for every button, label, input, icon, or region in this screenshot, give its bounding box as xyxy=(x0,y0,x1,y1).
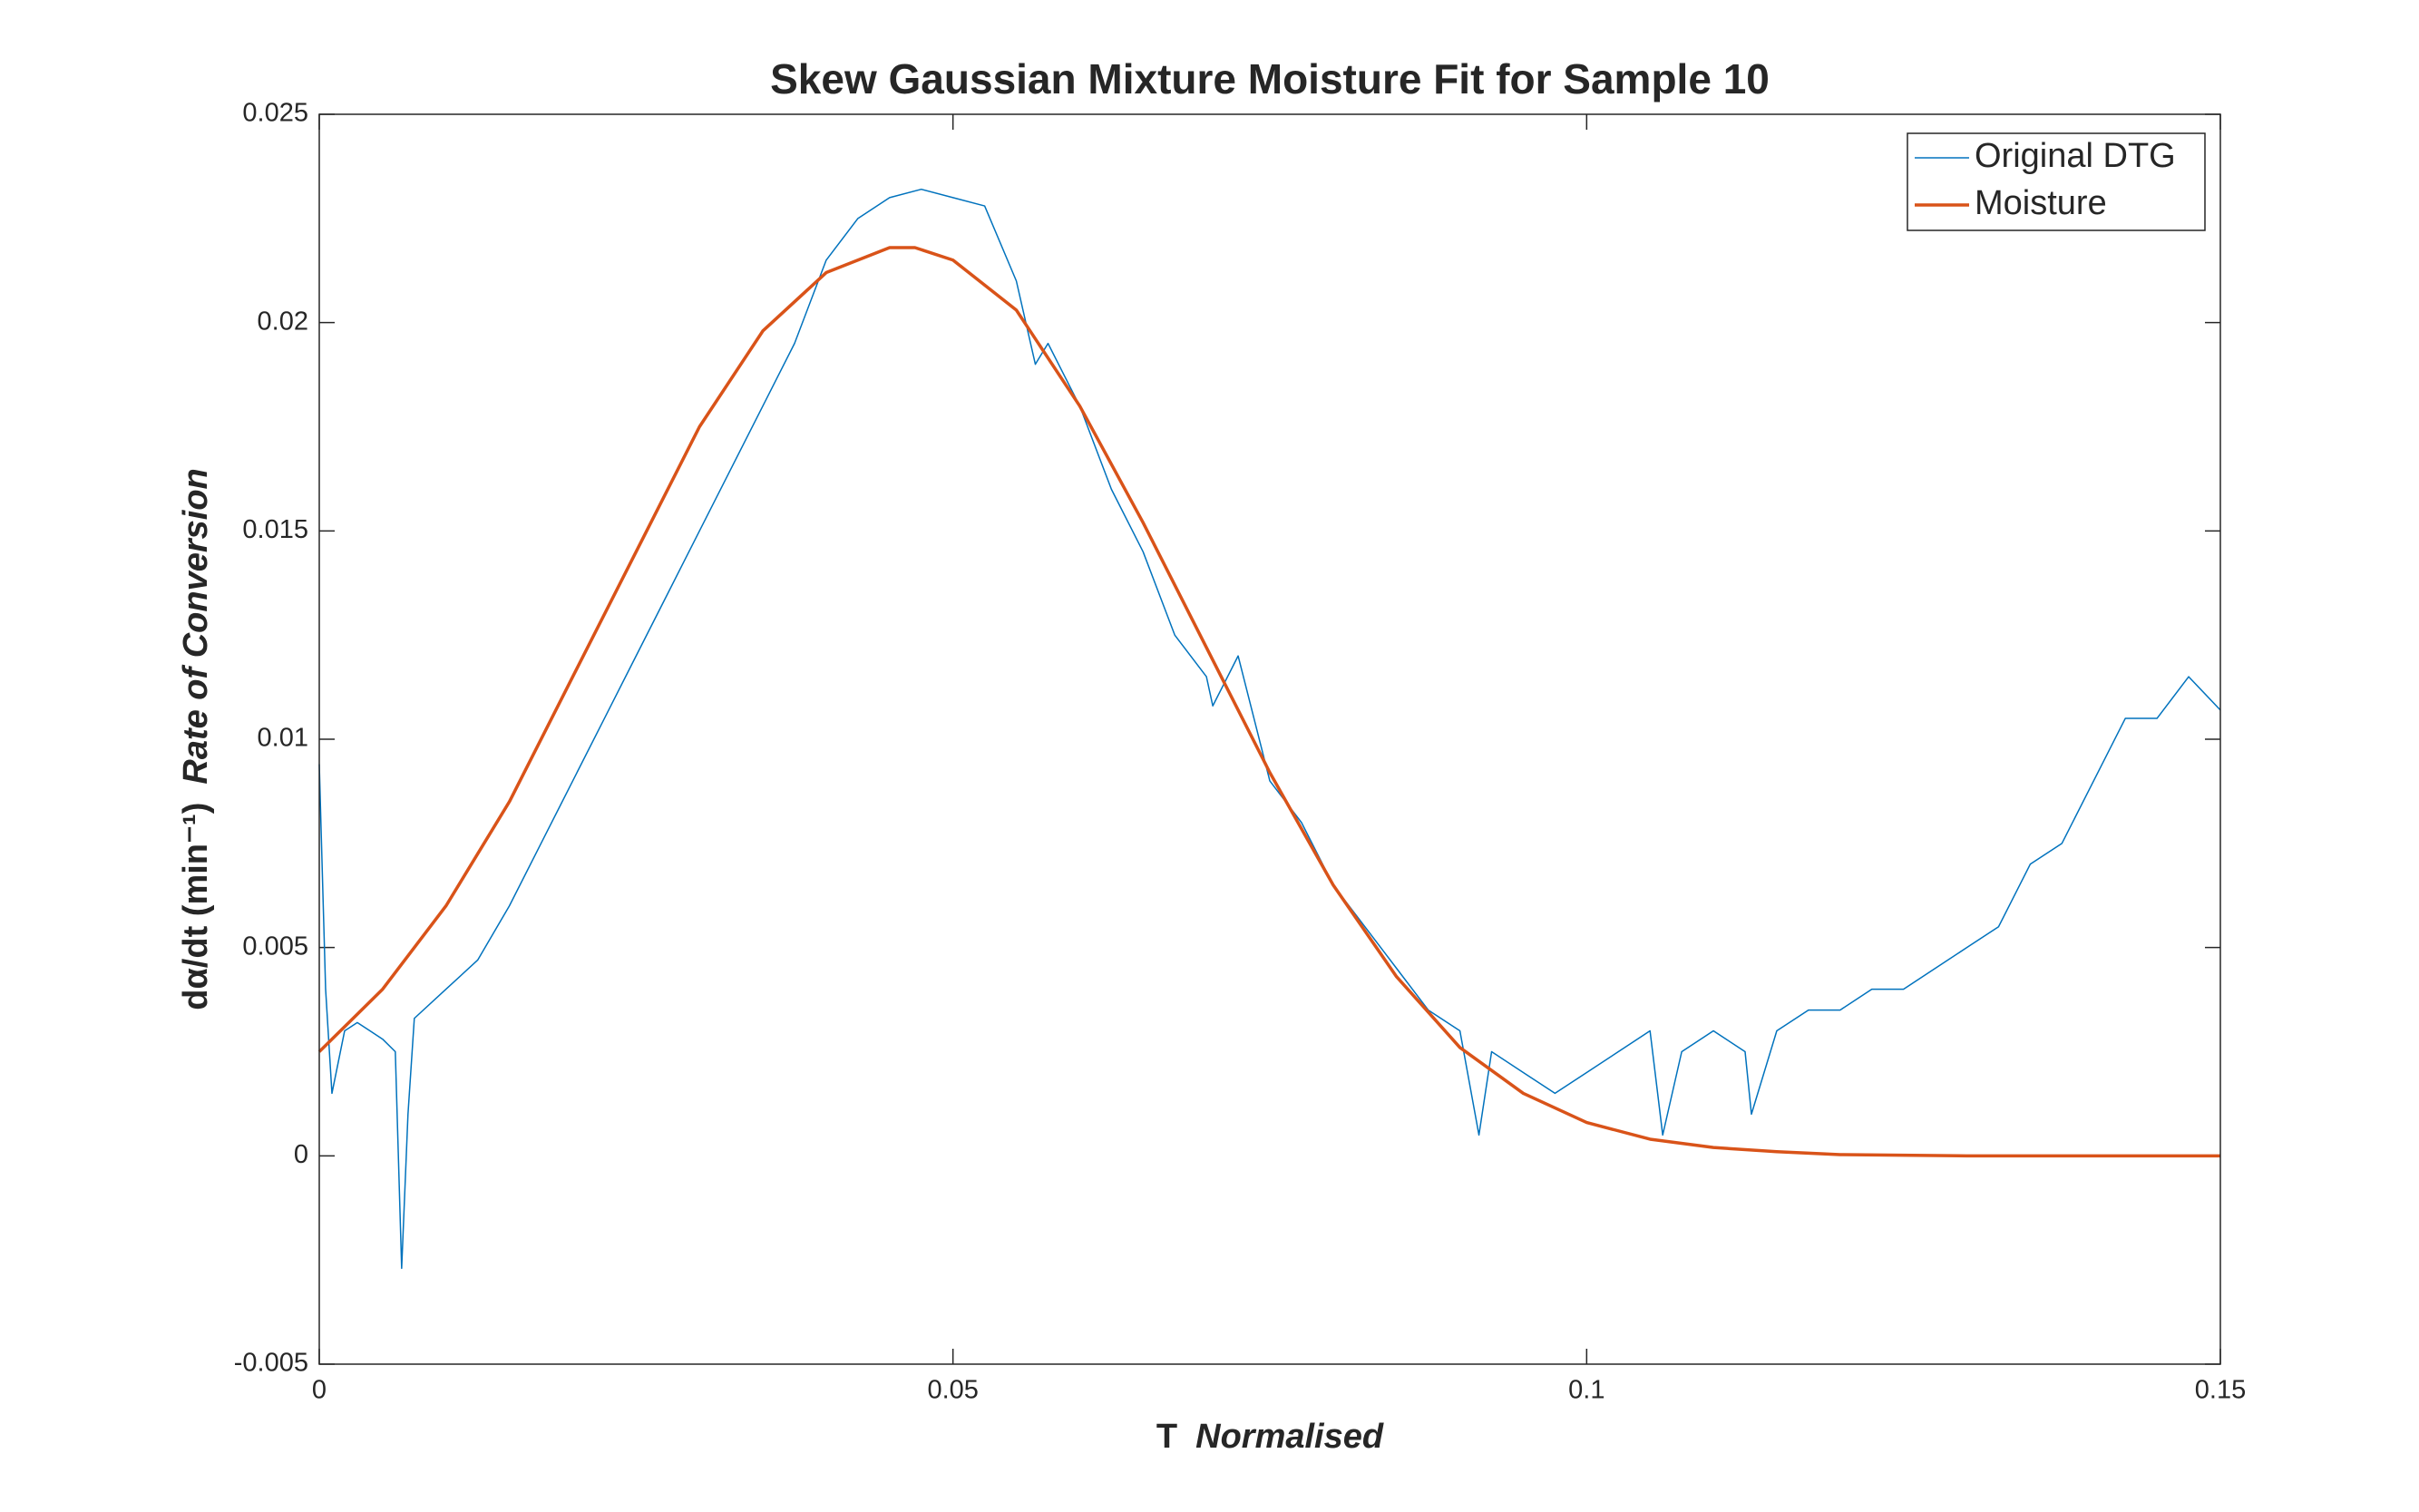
y-tick-label: 0.025 xyxy=(242,99,308,128)
y-tick-label: 0.015 xyxy=(242,515,308,544)
x-label-note: Normalised xyxy=(1195,1418,1384,1456)
legend-box xyxy=(1907,132,2206,231)
y-label-main: dα/dt (min⁻¹) xyxy=(177,803,215,1010)
y-label-note: Rate of Conversion xyxy=(177,468,215,784)
y-axis-label: dα/dt (min⁻¹) Rate of Conversion xyxy=(177,468,215,1010)
data-line xyxy=(318,188,2221,1270)
x-tick-label: 0.1 xyxy=(1568,1376,1605,1405)
data-line xyxy=(317,246,2220,1158)
y-tick-label: -0.005 xyxy=(234,1349,308,1378)
y-tick-label: 0.02 xyxy=(258,307,308,336)
x-tick-label: 0 xyxy=(312,1376,327,1405)
chart-title: Skew Gaussian Mixture Moisture Fit for S… xyxy=(770,55,1770,102)
y-tick-label: 0.01 xyxy=(258,724,308,753)
x-tick-label: 0.15 xyxy=(2195,1376,2246,1405)
x-tick-label: 0.05 xyxy=(927,1376,978,1405)
y-tick-label: 0 xyxy=(294,1140,308,1169)
x-axis-label: T Normalised xyxy=(1156,1418,1384,1456)
legend-label: Moisture xyxy=(1975,184,2107,222)
x-label-main: T xyxy=(1156,1418,1177,1456)
legend-label: Original DTG xyxy=(1975,137,2176,175)
legend: Original DTG Moisture xyxy=(1907,132,2206,231)
y-tick-label: 0.005 xyxy=(242,932,308,961)
plot-frame xyxy=(318,113,2221,1365)
